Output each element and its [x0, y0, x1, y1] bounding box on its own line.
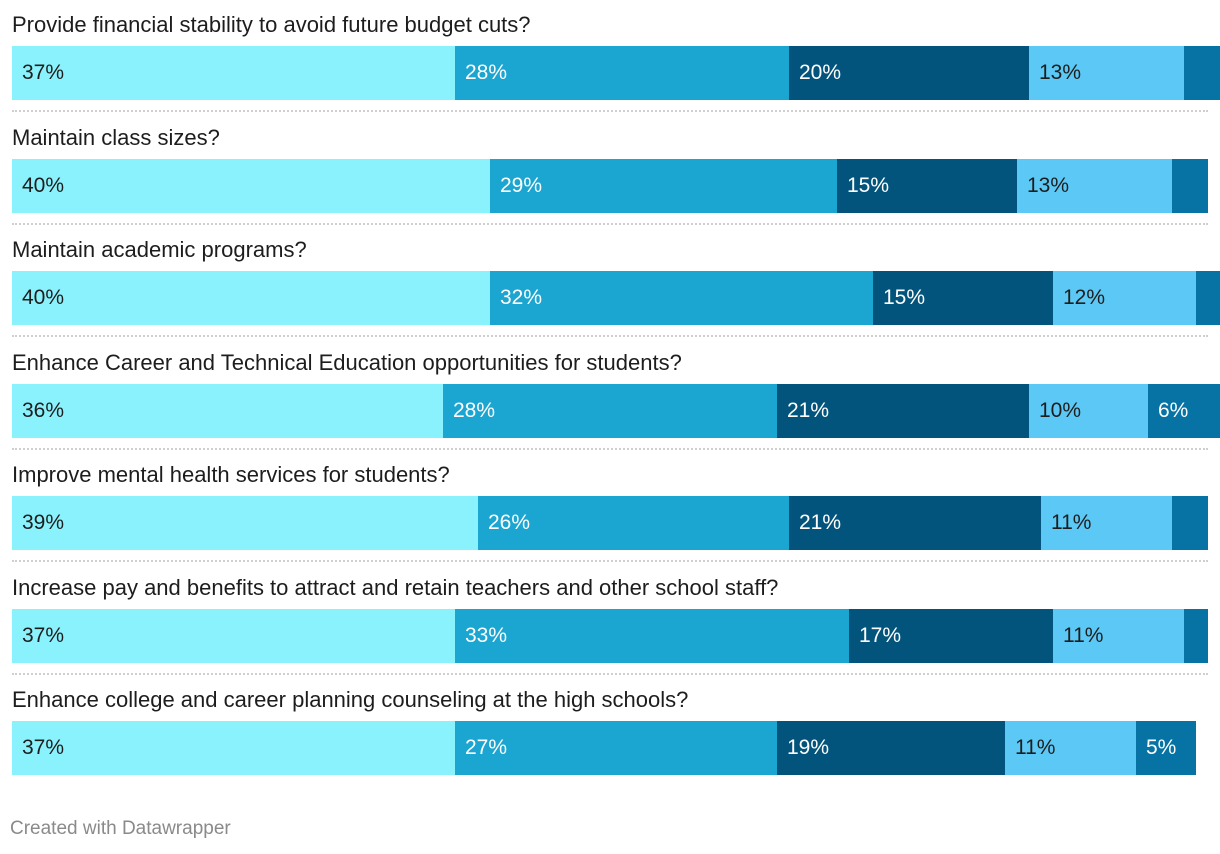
bar-segment: 12%	[1053, 271, 1196, 325]
bar-segment	[1172, 496, 1208, 550]
bar-value-label: 21%	[799, 511, 842, 534]
bar-segment	[1184, 608, 1208, 663]
bar-value-label: 13%	[1027, 173, 1070, 197]
bar-value-label: 37%	[22, 623, 65, 647]
bar-segment: 6%	[1148, 383, 1220, 438]
bar-track: 39% 26% 21% 11%	[12, 496, 1208, 550]
bar-track: 37% 33% 17% 11%	[12, 608, 1208, 663]
chart-row: Improve mental health services for stude…	[12, 462, 1208, 552]
bar-segment: 36%	[12, 383, 443, 438]
chart-row: Maintain class sizes? 40% 29% 15% 13%	[12, 125, 1208, 215]
chart-row: Provide financial stability to avoid fut…	[12, 12, 1220, 102]
bar-segment: 5%	[1136, 721, 1196, 775]
row-question: Improve mental health services for stude…	[12, 462, 450, 487]
bar-value-label: 26%	[488, 511, 531, 534]
row-question: Enhance college and career planning coun…	[12, 687, 689, 712]
row-divider	[12, 672, 1208, 675]
bar-value-label: 17%	[859, 623, 902, 647]
bar-value-label: 11%	[1051, 511, 1092, 534]
chart-row: Enhance Career and Technical Education o…	[12, 349, 1220, 440]
bar-segment: 32%	[490, 271, 873, 325]
bar-value-label: 39%	[22, 511, 65, 534]
row-divider	[12, 222, 1208, 225]
bar-segment: 20%	[789, 46, 1029, 100]
bar-segment	[1184, 46, 1220, 100]
bar-segment	[1172, 158, 1208, 213]
bar-track: 40% 29% 15% 13%	[12, 158, 1208, 213]
datawrapper-credit: Created with Datawrapper	[10, 818, 231, 839]
bar-track: 37% 28% 20% 13%	[12, 46, 1220, 100]
bar-value-label: 20%	[799, 61, 842, 84]
row-question: Provide financial stability to avoid fut…	[12, 12, 531, 37]
bar-segment: 28%	[455, 46, 789, 100]
bar-value-label: 29%	[500, 173, 543, 197]
row-question: Enhance Career and Technical Education o…	[12, 349, 682, 375]
bar-segment: 11%	[1041, 496, 1172, 550]
bar-segment: 37%	[12, 721, 455, 775]
bar-segment: 17%	[849, 608, 1053, 663]
bar-value-label: 40%	[22, 286, 65, 309]
bar-segment: 15%	[837, 158, 1017, 213]
bar-segment: 27%	[455, 721, 777, 775]
bar-value-label: 11%	[1015, 736, 1056, 759]
bar-value-label: 15%	[847, 173, 890, 197]
bar-segment	[1196, 271, 1220, 325]
bar-value-label: 28%	[465, 61, 508, 84]
bar-value-label: 40%	[22, 173, 65, 197]
row-question: Maintain academic programs?	[12, 237, 307, 262]
bar-value-label: 12%	[1063, 286, 1106, 309]
bar-value-label: 19%	[787, 736, 830, 759]
chart-row: Enhance college and career planning coun…	[12, 687, 1208, 777]
bar-segment: 33%	[455, 608, 849, 663]
bar-segment: 21%	[789, 496, 1041, 550]
bar-value-label: 10%	[1039, 398, 1082, 422]
bar-segment: 40%	[12, 271, 490, 325]
row-divider	[12, 560, 1208, 562]
bar-value-label: 37%	[22, 736, 65, 759]
bar-track: 40% 32% 15% 12%	[12, 271, 1220, 325]
bar-segment: 37%	[12, 608, 455, 663]
bar-track: 36% 28% 21% 10% 6%	[12, 383, 1220, 438]
bar-value-label: 28%	[453, 398, 496, 422]
bar-value-label: 15%	[883, 286, 926, 309]
row-divider	[12, 335, 1208, 337]
bar-segment: 19%	[777, 721, 1005, 775]
bar-value-label: 13%	[1039, 61, 1082, 84]
row-divider	[12, 110, 1208, 112]
bar-segment: 13%	[1029, 46, 1184, 100]
bar-segment: 13%	[1017, 158, 1172, 213]
bar-segment: 39%	[12, 496, 478, 550]
bar-track: 37% 27% 19% 11% 5%	[12, 721, 1208, 775]
chart-row: Maintain academic programs? 40% 32% 15% 12%	[12, 237, 1220, 327]
row-divider	[12, 447, 1208, 450]
bar-segment: 28%	[443, 383, 777, 438]
bar-value-label: 37%	[22, 61, 65, 84]
bar-segment: 40%	[12, 158, 490, 213]
bar-value-label: 5%	[1146, 736, 1177, 759]
bar-segment: 15%	[873, 271, 1053, 325]
bar-segment: 11%	[1005, 721, 1136, 775]
bar-value-label: 36%	[22, 398, 65, 422]
row-question: Maintain class sizes?	[12, 124, 220, 150]
stacked-bar-chart: Provide financial stability to avoid fut…	[12, 12, 1220, 777]
bar-value-label: 6%	[1158, 398, 1189, 422]
bar-value-label: 27%	[465, 736, 508, 759]
bar-segment: 29%	[490, 158, 837, 213]
bar-segment: 10%	[1029, 383, 1148, 438]
chart-row: Increase pay and benefits to attract and…	[12, 575, 1208, 665]
bar-segment: 21%	[777, 383, 1029, 438]
bar-value-label: 33%	[465, 623, 508, 647]
bar-segment: 26%	[478, 496, 789, 550]
row-question: Increase pay and benefits to attract and…	[12, 574, 779, 600]
bar-value-label: 32%	[500, 286, 543, 309]
bar-segment: 11%	[1053, 608, 1184, 663]
bar-value-label: 21%	[787, 398, 830, 422]
bar-segment: 37%	[12, 46, 455, 100]
bar-value-label: 11%	[1063, 623, 1104, 647]
